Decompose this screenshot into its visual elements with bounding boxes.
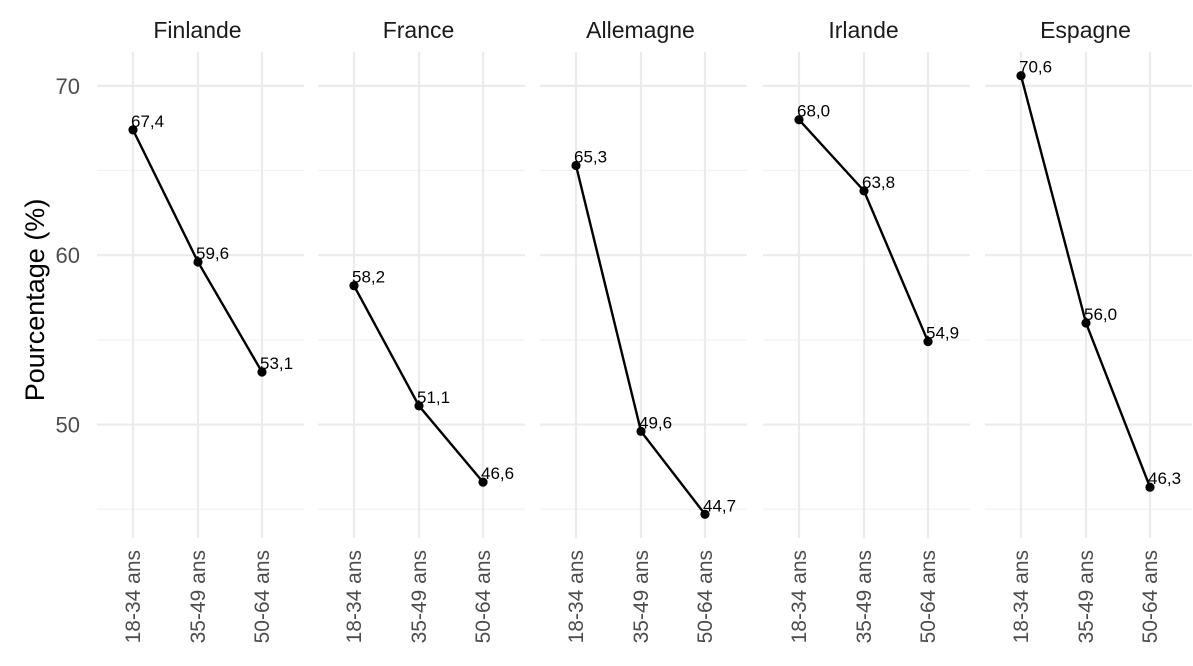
data-label: 63,8 bbox=[862, 173, 895, 192]
data-label: 51,1 bbox=[417, 388, 450, 407]
x-tick-label: 18-34 ans bbox=[565, 550, 588, 643]
data-label: 46,6 bbox=[481, 464, 514, 483]
data-point bbox=[193, 257, 203, 267]
data-label: 44,7 bbox=[703, 496, 736, 515]
facet-panel-france: France 58,2 51,1 46,6 18-34 ans 35-49 ans 50-6… bbox=[318, 17, 525, 643]
facet-panel-espagne: Espagne 70,6 56,0 46,3 18-34 ans 35-49 ans 50-… bbox=[985, 17, 1192, 643]
facet-panel-allemagne: Allemagne 65,3 49,6 44,7 18-34 ans 35-49 ans 5… bbox=[540, 17, 747, 643]
data-label: 70,6 bbox=[1019, 58, 1052, 77]
facet-title: Irlande bbox=[828, 17, 898, 43]
x-tick-label: 35-49 ans bbox=[1075, 550, 1098, 643]
data-point bbox=[700, 509, 710, 519]
data-label: 53,1 bbox=[260, 354, 293, 373]
x-tick-label: 18-34 ans bbox=[122, 550, 145, 643]
x-tick-label: 18-34 ans bbox=[788, 550, 811, 643]
data-label: 46,3 bbox=[1148, 469, 1181, 488]
x-tick-label: 50-64 ans bbox=[472, 550, 495, 643]
facet-title: Allemagne bbox=[586, 17, 695, 43]
data-point bbox=[1081, 318, 1091, 328]
x-tick-label: 50-64 ans bbox=[1139, 550, 1162, 643]
y-tick-label: 50 bbox=[56, 413, 80, 438]
x-tick-label: 50-64 ans bbox=[694, 550, 717, 643]
x-tick-label: 35-49 ans bbox=[630, 550, 653, 643]
x-tick-label: 35-49 ans bbox=[853, 550, 876, 643]
data-point bbox=[923, 336, 933, 347]
data-label: 65,3 bbox=[574, 147, 607, 166]
data-point bbox=[349, 281, 359, 291]
data-label: 59,6 bbox=[196, 244, 229, 263]
y-axis-label: Pourcentage (%) bbox=[20, 199, 50, 402]
data-point bbox=[414, 401, 424, 411]
x-tick-label: 35-49 ans bbox=[187, 550, 210, 643]
facet-panels: 50 60 70 Finlande 67,4 59,6 53,1 18-34 ans 35-49… bbox=[56, 17, 1192, 643]
x-tick-label: 35-49 ans bbox=[408, 550, 431, 643]
data-label: 68,0 bbox=[797, 102, 830, 121]
data-point bbox=[1016, 71, 1026, 81]
x-tick-label: 50-64 ans bbox=[251, 550, 274, 643]
data-point bbox=[1145, 482, 1155, 492]
data-label: 49,6 bbox=[639, 413, 672, 432]
x-tick-label: 18-34 ans bbox=[1010, 550, 1033, 643]
facet-title: Finlande bbox=[153, 17, 241, 43]
y-tick-label: 70 bbox=[56, 74, 80, 99]
data-point bbox=[478, 477, 488, 487]
data-label: 67,4 bbox=[131, 112, 164, 131]
facet-panel-finlande: Finlande 67,4 59,6 53,1 18-34 ans 35-49 ans 50… bbox=[97, 17, 304, 643]
y-tick-label: 60 bbox=[56, 243, 80, 268]
data-point bbox=[571, 160, 581, 171]
data-point bbox=[859, 186, 869, 196]
data-label: 58,2 bbox=[352, 268, 385, 287]
x-tick-label: 50-64 ans bbox=[917, 550, 940, 643]
data-point bbox=[794, 115, 804, 125]
data-label: 56,0 bbox=[1084, 305, 1117, 324]
data-point bbox=[128, 125, 138, 135]
data-label: 54,9 bbox=[926, 324, 959, 343]
x-tick-label: 18-34 ans bbox=[343, 550, 366, 643]
data-point bbox=[257, 367, 267, 377]
facet-title: France bbox=[383, 17, 455, 43]
data-point bbox=[636, 426, 646, 436]
facet-title: Espagne bbox=[1040, 17, 1131, 43]
facet-panel-irlande: Irlande 68,0 63,8 54,9 18-34 ans 35-49 ans 50-… bbox=[763, 17, 970, 643]
